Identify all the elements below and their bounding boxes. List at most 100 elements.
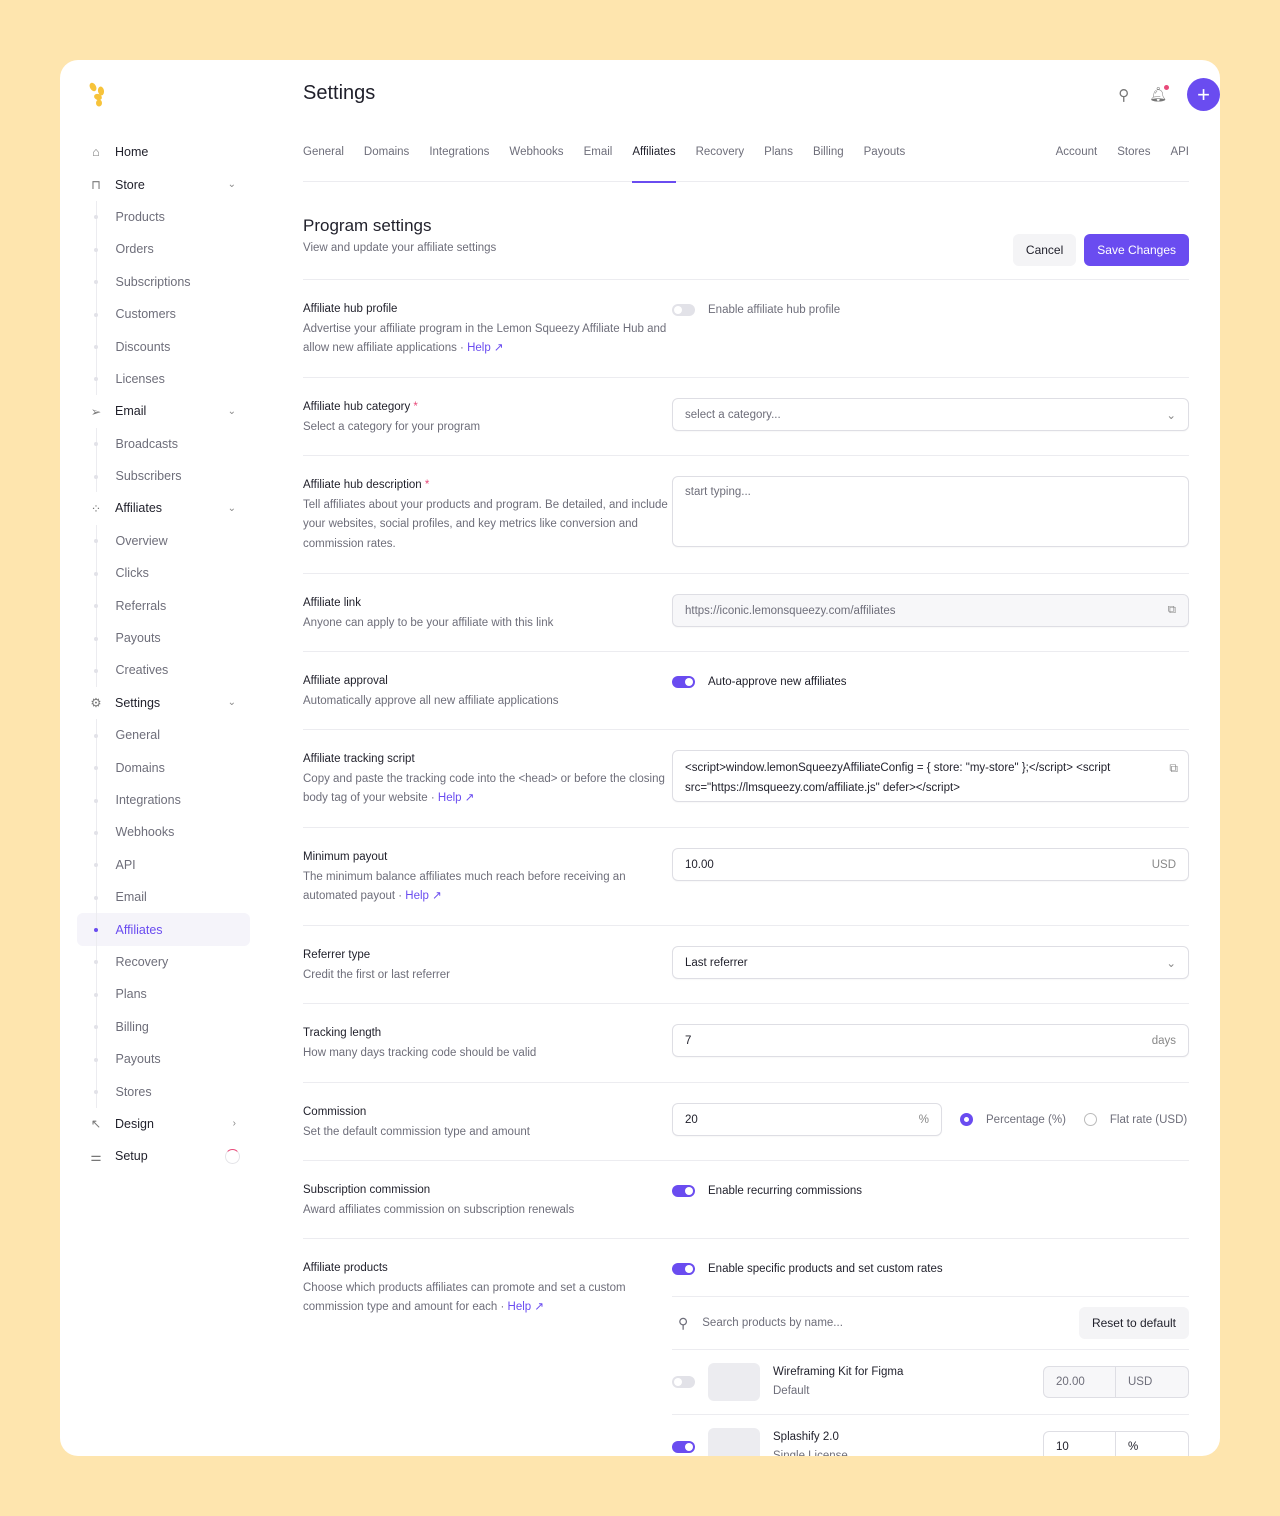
tab-billing[interactable]: Billing bbox=[812, 146, 844, 158]
rate-unit-select[interactable]: % bbox=[1128, 1441, 1139, 1453]
sidebar-item-overview[interactable]: Overview bbox=[88, 524, 250, 558]
sidebar-item-billing[interactable]: Billing bbox=[88, 1010, 250, 1044]
rate-amount[interactable]: 10 bbox=[1044, 1432, 1116, 1456]
product-rate-input[interactable]: 20.00 USD bbox=[1043, 1366, 1189, 1398]
sidebar-item-store[interactable]: ⊓ Store ⌄ bbox=[88, 168, 250, 200]
sidebar-item-design[interactable]: ↖ Design › bbox=[88, 1108, 250, 1140]
toggle-label: Enable specific products and set custom … bbox=[708, 1262, 943, 1275]
sidebar-item-label: Orders bbox=[115, 242, 154, 257]
chevron-icon[interactable]: ⌄ bbox=[227, 179, 236, 191]
sidebar-item-settings[interactable]: ⚙ Settings ⌄ bbox=[88, 687, 250, 719]
sidebar-item-creatives[interactable]: Creatives bbox=[88, 654, 250, 688]
tab-webhooks[interactable]: Webhooks bbox=[509, 146, 564, 158]
hub-profile-toggle[interactable] bbox=[672, 303, 695, 316]
copy-icon[interactable]: ⧉ bbox=[1169, 761, 1178, 775]
tab-account[interactable]: Account bbox=[1055, 146, 1098, 158]
tab-general[interactable]: General bbox=[303, 146, 344, 158]
rate-amount[interactable]: 20.00 bbox=[1044, 1367, 1116, 1397]
tab-affiliates[interactable]: Affiliates bbox=[632, 140, 676, 183]
sidebar-item-home[interactable]: ⌂ Home bbox=[88, 136, 250, 168]
tab-stores[interactable]: Stores bbox=[1117, 146, 1151, 158]
help-link[interactable]: Help ↗ bbox=[437, 792, 475, 804]
sidebar-item-label: Broadcasts bbox=[115, 436, 179, 451]
description-textarea[interactable]: start typing... bbox=[672, 476, 1189, 547]
auto-approve-toggle[interactable] bbox=[672, 675, 695, 688]
cancel-button[interactable]: Cancel bbox=[1012, 234, 1077, 266]
help-link[interactable]: Help ↗ bbox=[405, 890, 442, 902]
copy-icon[interactable]: ⧉ bbox=[1167, 604, 1176, 616]
sidebar-item-plans[interactable]: Plans bbox=[88, 978, 250, 1011]
sidebar-item-products[interactable]: Products bbox=[88, 200, 250, 234]
label: Affiliate products bbox=[303, 1262, 388, 1274]
sidebar-item-customers[interactable]: Customers bbox=[88, 297, 250, 331]
tab-payouts[interactable]: Payouts bbox=[863, 146, 906, 158]
tab-plans[interactable]: Plans bbox=[764, 146, 793, 158]
product-rate-input[interactable]: 10% bbox=[1043, 1431, 1189, 1456]
sidebar-item-subscribers[interactable]: Subscribers bbox=[88, 459, 250, 493]
affiliate-link-field[interactable]: https://iconic.lemonsqueezy.com/affiliat… bbox=[672, 594, 1189, 627]
product-toggle[interactable] bbox=[672, 1441, 695, 1453]
bell-icon[interactable]: 🔔︎ bbox=[1149, 85, 1169, 102]
sidebar-item-payouts[interactable]: Payouts bbox=[88, 621, 250, 655]
sidebar-item-broadcasts[interactable]: Broadcasts bbox=[88, 427, 250, 461]
tracking-script-field[interactable]: <script>window.lemonSqueezyAffiliateConf… bbox=[672, 750, 1189, 802]
sidebar-item-label: Integrations bbox=[115, 793, 181, 807]
category-select[interactable]: select a category... ⌄ bbox=[672, 398, 1189, 431]
sidebar-item-setup[interactable]: ⚌ Setup bbox=[88, 1140, 250, 1172]
help-link[interactable]: Help ↗ bbox=[467, 342, 504, 354]
sidebar-item-referrals[interactable]: Referrals bbox=[88, 589, 250, 623]
sidebar-item-label: Settings bbox=[115, 695, 161, 710]
radio-percentage[interactable]: Percentage (%) bbox=[960, 1113, 1066, 1126]
sidebar-item-discounts[interactable]: Discounts bbox=[88, 330, 250, 364]
search-input[interactable]: Search products by name... bbox=[702, 1317, 843, 1329]
row-category: Affiliate hub category * Select a categor… bbox=[303, 377, 1189, 455]
description: Automatically approve all new affiliate … bbox=[303, 694, 559, 707]
sidebar-item-stores[interactable]: Stores bbox=[88, 1075, 250, 1109]
sidebar-item-recovery[interactable]: Recovery bbox=[88, 945, 250, 979]
chevron-icon[interactable]: ⌄ bbox=[227, 502, 236, 514]
description: Anyone can apply to be your affiliate wi… bbox=[303, 616, 554, 629]
referrer-type-select[interactable]: Last referrer ⌄ bbox=[672, 946, 1189, 979]
help-link[interactable]: Help ↗ bbox=[507, 1301, 545, 1313]
save-changes-button[interactable]: Save Changes bbox=[1084, 234, 1189, 266]
sidebar-item-affiliates[interactable]: ⁘ Affiliates ⌄ bbox=[88, 492, 250, 524]
sidebar-item-email[interactable]: Email bbox=[88, 880, 250, 914]
tab-api[interactable]: API bbox=[1170, 146, 1189, 158]
sidebar-item-orders[interactable]: Orders bbox=[88, 233, 250, 266]
sidebar-item-api[interactable]: API bbox=[88, 848, 250, 882]
sidebar-item-subscriptions[interactable]: Subscriptions bbox=[88, 265, 250, 299]
chevron-icon[interactable]: ⌄ bbox=[227, 405, 236, 417]
search-icon[interactable]: ⚲ bbox=[1118, 86, 1130, 104]
description: Set the default commission type and amou… bbox=[303, 1125, 530, 1138]
chevron-icon[interactable]: ⌄ bbox=[227, 697, 236, 709]
tab-integrations[interactable]: Integrations bbox=[429, 146, 490, 158]
minimum-payout-input[interactable]: 10.00 USD bbox=[672, 848, 1189, 881]
tab-email[interactable]: Email bbox=[583, 146, 613, 158]
radio-flat-rate[interactable]: Flat rate (USD) bbox=[1083, 1113, 1187, 1126]
sidebar-item-affiliates[interactable]: Affiliates bbox=[77, 913, 250, 947]
app-window: ⌂ Home ⊓ Store ⌄ Products Orders Subscriptions C… bbox=[60, 60, 1220, 1456]
product-toggle[interactable] bbox=[672, 1376, 695, 1388]
sidebar-item-payouts[interactable]: Payouts bbox=[88, 1042, 250, 1076]
recurring-commissions-toggle[interactable] bbox=[672, 1184, 695, 1197]
sliders-icon: ⚌ bbox=[90, 1149, 102, 1164]
sidebar-item-email[interactable]: ➢ Email ⌄ bbox=[88, 395, 250, 427]
chevron-icon[interactable]: › bbox=[232, 1118, 236, 1130]
tab-recovery[interactable]: Recovery bbox=[695, 146, 745, 158]
tab-domains[interactable]: Domains bbox=[363, 146, 410, 158]
rate-unit-select[interactable]: USD bbox=[1128, 1376, 1153, 1388]
sidebar-item-webhooks[interactable]: Webhooks bbox=[88, 816, 250, 849]
sidebar-item-domains[interactable]: Domains bbox=[88, 751, 250, 785]
sidebar-item-licenses[interactable]: Licenses bbox=[88, 362, 250, 396]
program-settings-header: Program settings View and update your af… bbox=[303, 216, 1189, 266]
sidebar-item-clicks[interactable]: Clicks bbox=[88, 557, 250, 590]
reset-to-default-button[interactable]: Reset to default bbox=[1078, 1307, 1189, 1339]
sidebar-item-label: Plans bbox=[115, 987, 147, 1002]
specific-products-toggle[interactable] bbox=[672, 1262, 695, 1275]
sidebar-item-general[interactable]: General bbox=[88, 719, 250, 752]
add-button[interactable]: + bbox=[1187, 78, 1220, 111]
sidebar-item-label: Creatives bbox=[115, 663, 169, 678]
sidebar-item-integrations[interactable]: Integrations bbox=[88, 783, 250, 817]
commission-input[interactable]: 20% bbox=[672, 1103, 942, 1136]
tracking-length-input[interactable]: 7 days bbox=[672, 1024, 1189, 1057]
